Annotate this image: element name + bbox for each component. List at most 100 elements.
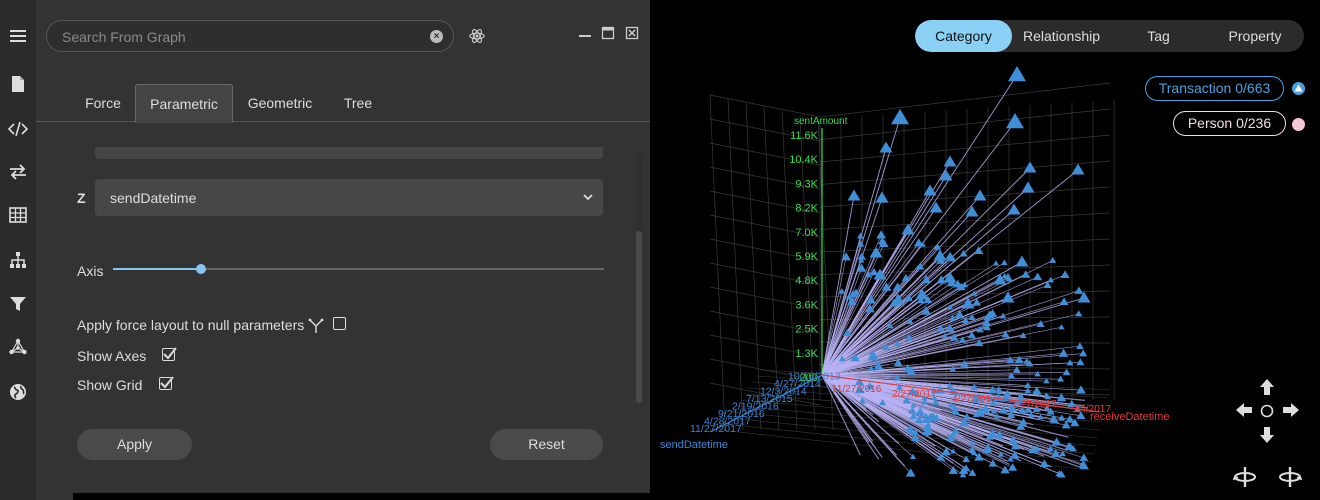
reset-view-icon[interactable] — [1260, 404, 1274, 418]
edge-line — [821, 296, 924, 376]
person-shape-icon[interactable] — [1292, 118, 1305, 131]
swap-icon[interactable] — [6, 160, 30, 184]
globe-icon[interactable] — [6, 380, 30, 404]
transaction-node — [1049, 414, 1058, 422]
transaction-node — [908, 387, 918, 396]
grid-line — [819, 82, 1111, 118]
arrow-up-icon[interactable] — [1259, 378, 1275, 396]
hierarchy-icon[interactable] — [6, 248, 30, 272]
clear-search-icon[interactable]: × — [430, 30, 443, 43]
edge-line — [821, 337, 910, 376]
filter-icon[interactable] — [6, 292, 30, 316]
legend-transaction[interactable]: Transaction 0/663 — [1145, 76, 1284, 101]
edge-line — [821, 374, 1061, 380]
edge-line — [821, 298, 910, 376]
transaction-shape-icon[interactable] — [1292, 82, 1305, 95]
show-grid-checkbox[interactable] — [159, 376, 174, 390]
transaction-node — [1070, 418, 1080, 427]
plot-nodes — [838, 66, 1091, 478]
z-axis-label: Z — [77, 190, 86, 206]
transaction-node — [961, 297, 975, 309]
arrow-left-icon[interactable] — [1235, 402, 1253, 418]
transaction-node — [1031, 386, 1042, 395]
axis-slider-thumb[interactable] — [196, 264, 207, 274]
z-axis-tick: 9/21/2016 — [718, 408, 765, 420]
y-axis-tick: 9.3K — [795, 178, 818, 190]
transaction-node — [958, 336, 967, 343]
atom-icon[interactable] — [468, 27, 486, 45]
maximize-icon[interactable] — [601, 26, 615, 40]
code-icon[interactable] — [6, 117, 30, 141]
transaction-node — [973, 392, 984, 402]
transaction-node — [1012, 366, 1021, 373]
transaction-node — [1069, 444, 1077, 452]
z-axis-select[interactable]: sendDatetime — [95, 179, 603, 216]
minimize-icon[interactable] — [578, 26, 592, 40]
transaction-node — [948, 465, 958, 474]
grid-line — [819, 108, 1111, 140]
search-input[interactable] — [62, 27, 422, 47]
edge-line — [821, 234, 882, 376]
transaction-node — [920, 293, 927, 300]
legend-person[interactable]: Person 0/236 — [1173, 111, 1286, 136]
arrow-down-icon[interactable] — [1259, 426, 1275, 444]
transaction-node — [1057, 375, 1065, 382]
transaction-node — [976, 325, 984, 333]
view-mode-category[interactable]: Category — [915, 20, 1012, 52]
transaction-node — [947, 401, 955, 408]
transaction-node — [936, 255, 946, 264]
transaction-node — [877, 237, 887, 245]
y-axis-tick: 7.0K — [795, 227, 818, 239]
transaction-node — [1024, 387, 1032, 393]
transaction-node — [973, 246, 984, 255]
grid-line — [763, 106, 780, 431]
tab-tree[interactable]: Tree — [343, 95, 373, 111]
transaction-node — [987, 308, 998, 317]
transaction-node — [1060, 270, 1070, 278]
transaction-node — [866, 295, 876, 304]
reset-button[interactable]: Reset — [490, 429, 603, 460]
edge-line — [821, 323, 1041, 376]
close-icon[interactable] — [625, 26, 639, 40]
show-axes-checkbox[interactable] — [162, 347, 177, 361]
edge-line — [821, 243, 885, 376]
rotate-left-icon[interactable] — [1233, 466, 1257, 488]
z-axis-line — [709, 374, 823, 433]
tab-geometric[interactable]: Geometric — [247, 95, 313, 111]
menu-icon[interactable] — [6, 24, 30, 48]
edge-line — [821, 335, 972, 376]
tab-force[interactable]: Force — [85, 95, 121, 111]
null-params-checkbox[interactable] — [333, 317, 346, 330]
document-icon[interactable] — [6, 72, 30, 96]
tab-parametric[interactable]: Parametric — [135, 84, 233, 123]
arrow-right-icon[interactable] — [1282, 402, 1300, 418]
transaction-node — [946, 254, 954, 261]
transaction-node — [1058, 414, 1066, 421]
transaction-node — [1059, 450, 1066, 457]
apply-button[interactable]: Apply — [77, 429, 192, 460]
transaction-node — [1051, 449, 1061, 458]
scrollbar-thumb[interactable] — [636, 231, 642, 403]
edge-line — [821, 374, 906, 467]
network-icon[interactable] — [6, 335, 30, 359]
y-axis-select[interactable] — [95, 147, 603, 159]
transaction-node — [931, 398, 940, 405]
transaction-node — [1006, 113, 1024, 129]
view-mode-tag[interactable]: Tag — [1147, 28, 1170, 44]
graph-canvas[interactable]: sentAmount 11.6K 10.4K 9.3K 8.2K 7.0K 5.9K 4.8K… — [650, 0, 1320, 500]
transaction-node — [949, 333, 959, 341]
view-mode-relationship[interactable]: Relationship — [1022, 28, 1101, 44]
view-mode-property[interactable]: Property — [1228, 28, 1282, 44]
transaction-node — [908, 406, 917, 414]
rotate-right-icon[interactable] — [1278, 466, 1302, 488]
parametric-settings: Z sendDatetime Axis Apply force layout t… — [36, 123, 650, 493]
axis-slider-track[interactable] — [113, 268, 604, 270]
grid-line — [745, 102, 762, 431]
transaction-node — [1076, 385, 1086, 394]
edge-line — [821, 345, 1080, 376]
transaction-node — [1007, 403, 1018, 412]
transaction-node — [1046, 407, 1055, 415]
table-icon[interactable] — [6, 203, 30, 227]
transaction-node — [959, 249, 968, 257]
edge-line — [821, 268, 862, 376]
